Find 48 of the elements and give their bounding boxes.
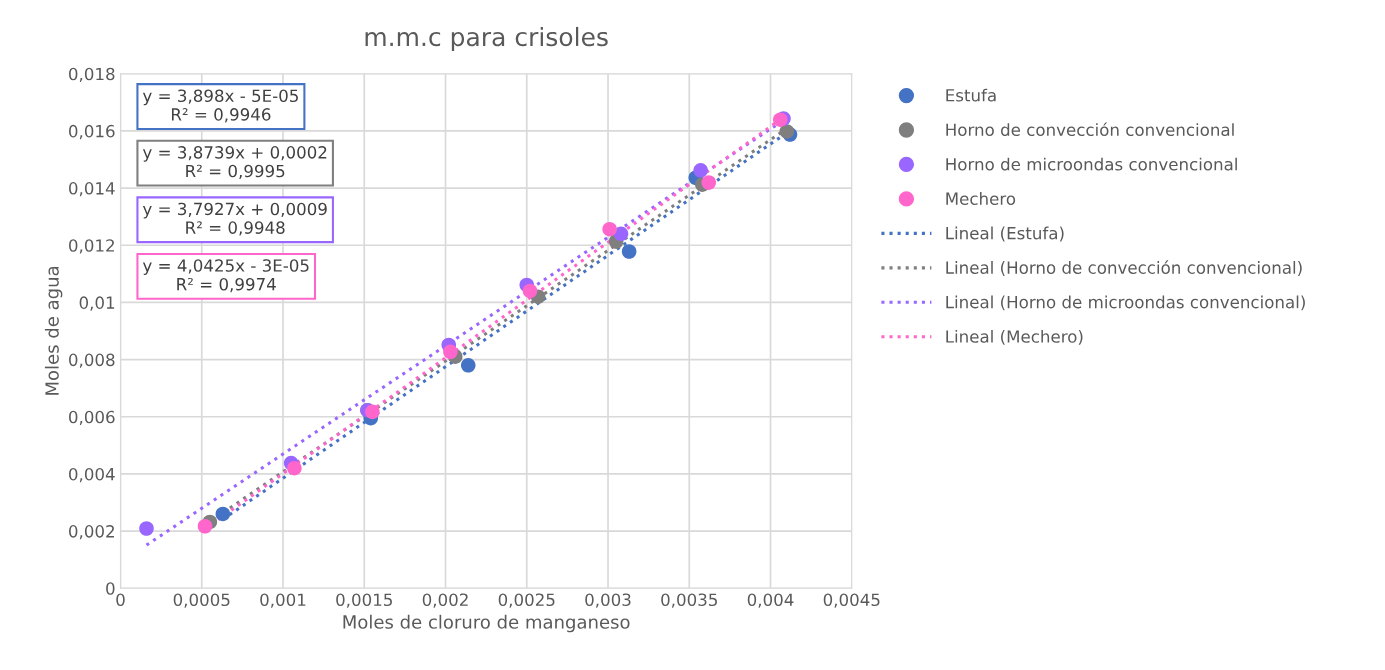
x-tick-label: 0,002 — [422, 593, 468, 608]
x-tick-label: 0,003 — [585, 593, 631, 608]
point — [701, 175, 717, 190]
y-tick-label: 0,008 — [69, 353, 115, 368]
point — [460, 358, 476, 373]
y-axis-title: Moles de agua — [44, 267, 63, 395]
x-tick-label: 0 — [116, 593, 125, 607]
legend-label: Horno de convección convencional — [946, 122, 1234, 137]
point — [365, 404, 380, 420]
y-tick-label: 0,004 — [69, 467, 115, 483]
y-tick-label: 0,014 — [69, 182, 115, 197]
annotation: y = 3,898x - 5E-05 R² = 0,9946 — [142, 89, 298, 123]
y-tick-label: 0,01 — [79, 296, 115, 311]
y-tick-label: 0 — [106, 582, 115, 595]
legend-label: Horno de microondas convencional — [946, 157, 1237, 171]
point — [215, 506, 231, 522]
y-tick-label: 0,016 — [69, 124, 115, 140]
x-tick-label: 0,0025 — [498, 593, 555, 608]
x-tick-label: 0,0035 — [661, 593, 717, 608]
point — [287, 460, 302, 476]
y-tick-label: 0,018 — [69, 67, 115, 82]
x-tick-label: 0,0015 — [336, 593, 392, 608]
legend-label: Lineal (Estufa) — [946, 226, 1064, 242]
legend-label: Lineal (Horno de microondas convencional) — [946, 295, 1305, 311]
point — [602, 221, 617, 237]
legend-label: Mechero — [946, 192, 1016, 205]
y-tick-label: 0,006 — [69, 410, 115, 426]
point — [139, 521, 154, 536]
y-tick-label: 0,002 — [69, 525, 114, 540]
point — [443, 344, 458, 360]
x-tick-label: 0,0005 — [173, 593, 230, 608]
point — [693, 163, 708, 178]
legend-label: Lineal (Horno de convección convencional) — [946, 260, 1302, 276]
y-tick-label: 0,012 — [69, 239, 114, 254]
point — [522, 283, 538, 299]
x-axis-title: Moles de cloruro de manganeso — [343, 614, 630, 633]
annotation: y = 3,8739x + 0,0002 R² = 0,9995 — [142, 146, 327, 179]
point — [772, 112, 788, 128]
point — [197, 518, 213, 534]
annotation: y = 4,0425x - 3E-05 R² = 0,9974 — [142, 259, 309, 293]
point — [621, 244, 637, 259]
x-tick-label: 0,001 — [260, 593, 306, 608]
legend-label: Estufa — [946, 88, 996, 102]
chart-title: m.m.c para crisoles — [365, 26, 608, 52]
x-tick-label: 0,0045 — [823, 593, 880, 608]
legend-label: Lineal (Mechero) — [946, 329, 1083, 345]
annotation: y = 3,7927x + 0,0009 R² = 0,9948 — [142, 202, 327, 236]
x-tick-label: 0,004 — [747, 593, 794, 608]
